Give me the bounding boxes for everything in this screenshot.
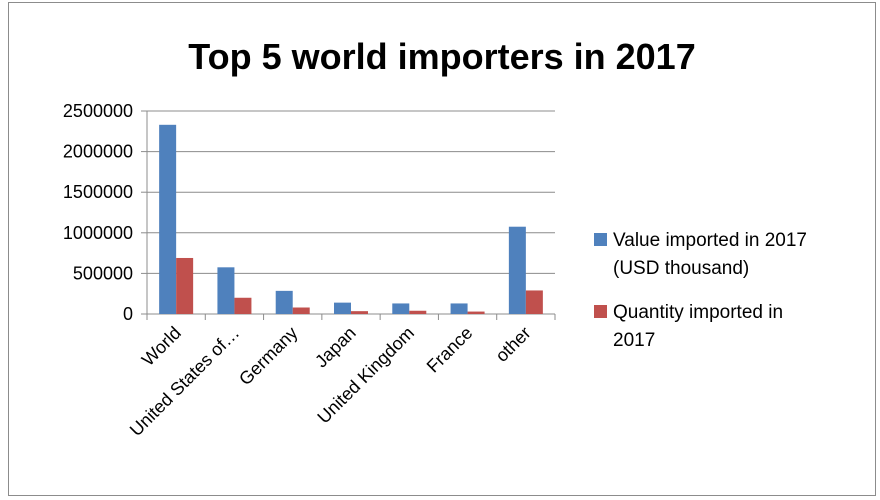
bars <box>159 124 543 314</box>
y-tick-label: 1500000 <box>63 182 133 202</box>
bar-germany-series-2 <box>292 307 310 314</box>
bar-united-states-of-series-1 <box>217 267 235 314</box>
legend: Value imported in 2017 (USD thousand) Quan… <box>594 230 807 351</box>
bar-germany-series-1 <box>275 290 293 314</box>
x-tick-label: other <box>492 323 535 366</box>
bar-united-states-of-series-2 <box>234 297 252 314</box>
bar-japan-series-1 <box>334 302 351 314</box>
y-tick-label: 2500000 <box>63 101 133 121</box>
legend-label: Quantity imported in 2017 <box>613 302 783 351</box>
x-tick-label: France <box>423 323 477 377</box>
bar-other-series-2 <box>525 290 543 314</box>
y-tick-label: 2000000 <box>63 142 133 162</box>
y-tick-label: 500000 <box>73 263 133 283</box>
bar-united-kingdom-series-1 <box>392 303 410 314</box>
x-tick-label: Germany <box>235 323 301 389</box>
axes <box>141 110 556 320</box>
gridlines <box>147 110 555 274</box>
y-tick-label: 0 <box>123 304 133 324</box>
legend-label: Value imported in 2017 (USD thousand) <box>613 230 807 279</box>
bar-united-kingdom-series-2 <box>409 310 427 314</box>
legend-item-2: Quantity imported in 2017 <box>594 302 783 351</box>
chart-frame: Top 5 world importers in 2017 0 500000 100… <box>8 2 876 496</box>
x-tick-label: United States of… <box>126 323 243 440</box>
chart-title: Top 5 world importers in 2017 <box>188 36 695 77</box>
bar-japan-series-2 <box>351 311 368 314</box>
x-tick-label: Japan <box>311 323 360 372</box>
legend-item-1: Value imported in 2017 (USD thousand) <box>594 230 807 279</box>
chart: Top 5 world importers in 2017 0 500000 100… <box>63 36 807 440</box>
bar-world-series-2 <box>176 257 194 314</box>
bar-france-series-1 <box>450 303 468 314</box>
y-tick-label: 1000000 <box>63 223 133 243</box>
legend-swatch <box>594 233 607 246</box>
x-tick-label: World <box>138 323 185 370</box>
legend-swatch <box>594 305 607 318</box>
y-tick-labels: 0 500000 1000000 1500000 2000000 2500000 <box>63 101 133 324</box>
bar-france-series-2 <box>467 311 485 314</box>
bar-other-series-1 <box>508 226 526 314</box>
bar-world-series-1 <box>159 124 177 314</box>
